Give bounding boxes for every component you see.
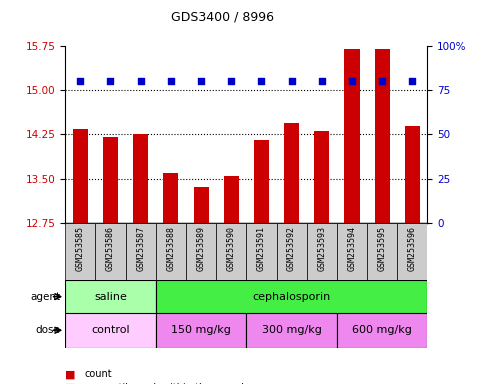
Bar — [254, 140, 269, 223]
Point — [167, 78, 175, 84]
Text: GSM253596: GSM253596 — [408, 226, 417, 271]
Bar — [73, 129, 88, 223]
Text: dose: dose — [35, 325, 60, 335]
Bar — [156, 313, 246, 348]
Text: 300 mg/kg: 300 mg/kg — [262, 325, 322, 335]
Text: GSM253590: GSM253590 — [227, 226, 236, 271]
Point — [197, 78, 205, 84]
Text: GSM253591: GSM253591 — [257, 226, 266, 271]
Point — [409, 78, 416, 84]
Text: ■: ■ — [65, 369, 76, 379]
Bar — [405, 126, 420, 223]
Bar — [163, 173, 178, 223]
Bar — [246, 313, 337, 348]
Point — [257, 78, 265, 84]
Text: ■: ■ — [65, 383, 76, 384]
Bar — [246, 223, 276, 280]
Bar — [307, 223, 337, 280]
Bar — [344, 49, 359, 223]
Text: percentile rank within the sample: percentile rank within the sample — [85, 383, 250, 384]
Text: GSM253595: GSM253595 — [378, 226, 387, 271]
Bar — [216, 223, 246, 280]
Text: count: count — [85, 369, 112, 379]
Bar — [133, 134, 148, 223]
Bar — [337, 223, 367, 280]
Text: GSM253592: GSM253592 — [287, 226, 296, 271]
Text: GSM253589: GSM253589 — [197, 226, 206, 271]
Bar — [314, 131, 329, 223]
Text: agent: agent — [30, 291, 60, 302]
Point — [137, 78, 144, 84]
Bar — [103, 137, 118, 223]
Text: control: control — [91, 325, 130, 335]
Bar — [397, 223, 427, 280]
Text: 150 mg/kg: 150 mg/kg — [171, 325, 231, 335]
Bar — [65, 280, 156, 313]
Point — [107, 78, 114, 84]
Bar — [126, 223, 156, 280]
Text: cephalosporin: cephalosporin — [253, 291, 331, 302]
Bar — [96, 223, 126, 280]
Bar — [186, 223, 216, 280]
Bar — [156, 280, 427, 313]
Bar — [337, 313, 427, 348]
Bar — [276, 223, 307, 280]
Bar — [65, 313, 156, 348]
Text: GDS3400 / 8996: GDS3400 / 8996 — [170, 10, 274, 23]
Bar — [284, 122, 299, 223]
Bar — [224, 175, 239, 223]
Bar — [156, 223, 186, 280]
Bar — [194, 187, 209, 223]
Bar — [375, 49, 390, 223]
Point — [227, 78, 235, 84]
Text: 600 mg/kg: 600 mg/kg — [352, 325, 412, 335]
Text: GSM253585: GSM253585 — [76, 226, 85, 271]
Point — [288, 78, 296, 84]
Text: GSM253588: GSM253588 — [166, 226, 175, 271]
Point — [378, 78, 386, 84]
Point — [76, 78, 84, 84]
Text: GSM253594: GSM253594 — [347, 226, 356, 271]
Point — [348, 78, 356, 84]
Text: GSM253593: GSM253593 — [317, 226, 327, 271]
Text: GSM253587: GSM253587 — [136, 226, 145, 271]
Text: GSM253586: GSM253586 — [106, 226, 115, 271]
Point — [318, 78, 326, 84]
Bar — [65, 223, 96, 280]
Bar — [367, 223, 397, 280]
Text: saline: saline — [94, 291, 127, 302]
